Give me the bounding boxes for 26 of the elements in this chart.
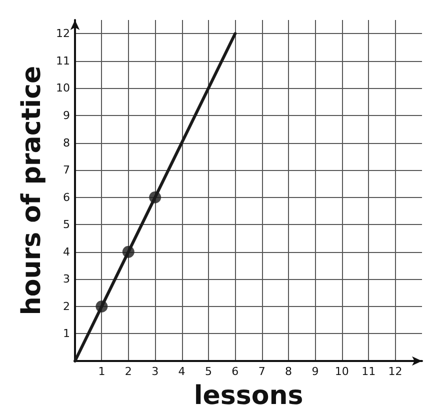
x-tick-label: 12 xyxy=(388,365,402,378)
x-tick-label: 7 xyxy=(258,365,266,378)
x-tick-label: 5 xyxy=(204,365,212,378)
y-tick-label: 1 xyxy=(63,327,70,340)
x-tick-label: 4 xyxy=(178,365,186,378)
y-tick-label: 9 xyxy=(63,108,70,122)
y-tick-label: 12 xyxy=(56,27,70,40)
x-axis-title: lessons xyxy=(194,381,304,411)
y-tick-label: 6 xyxy=(63,190,70,204)
y-tick-label: 11 xyxy=(56,54,70,68)
x-tick-label: 6 xyxy=(232,365,239,378)
y-tick-label: 10 xyxy=(56,82,70,95)
x-tick-label: 8 xyxy=(285,365,292,378)
x-tick-label: 9 xyxy=(312,365,319,378)
y-tick-label: 3 xyxy=(63,272,70,286)
x-tick-label: 11 xyxy=(362,365,376,378)
x-tick-label: 2 xyxy=(124,365,132,378)
x-tick-label: 3 xyxy=(152,365,159,378)
y-tick-label: 4 xyxy=(63,245,70,258)
x-tick-label: 10 xyxy=(334,365,349,378)
y-tick-label: 5 xyxy=(63,218,70,232)
x-tick-label: 1 xyxy=(98,365,106,378)
y-tick-label: 8 xyxy=(63,136,70,150)
y-tick-label: 2 xyxy=(63,300,70,313)
y-axis-title: hours of practice xyxy=(17,66,48,316)
y-tick-label: 7 xyxy=(63,164,70,177)
